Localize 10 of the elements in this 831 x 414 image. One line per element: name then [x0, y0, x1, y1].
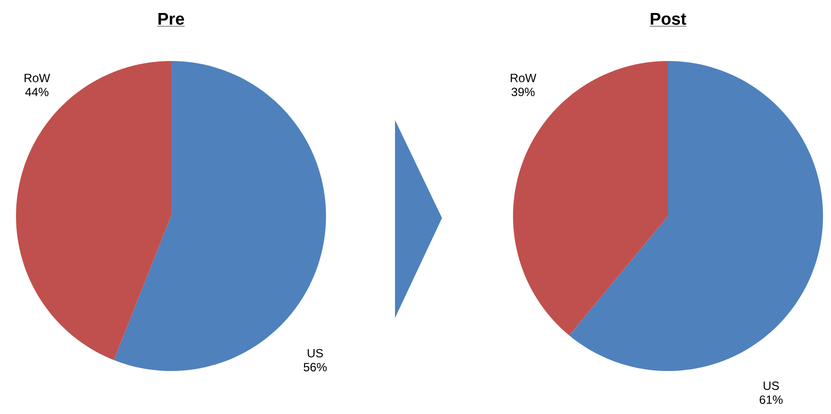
slice-label: US [308, 348, 323, 358]
data-label: 39% [512, 88, 535, 96]
data-label: 44% [25, 88, 48, 96]
slice-label: RoW [510, 74, 536, 82]
data-label: 61% [760, 395, 783, 404]
data-label: 56% [304, 362, 327, 372]
slice-label: US [764, 382, 779, 390]
chart-title: Pre [158, 13, 184, 25]
slice-label: RoW [24, 74, 50, 82]
chart-title: Post [650, 13, 686, 25]
